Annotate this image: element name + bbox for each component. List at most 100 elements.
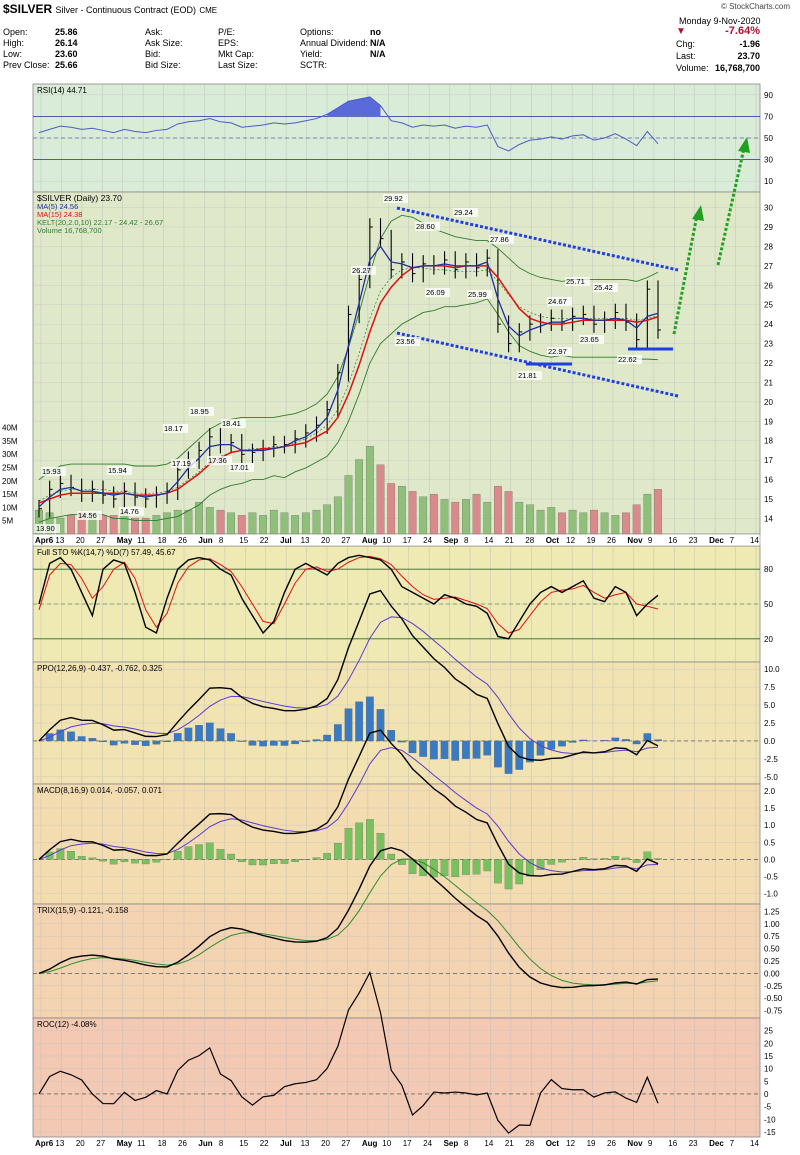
macd-hist-bar xyxy=(248,859,257,866)
quote-label: High: xyxy=(3,38,25,48)
volume-bar xyxy=(654,489,662,535)
macd-hist-bar xyxy=(430,859,438,878)
volume-bar xyxy=(515,501,524,535)
x-tick-label: 14 xyxy=(750,536,759,545)
quote-label: Open: xyxy=(3,27,28,37)
trix-tick: 1.25 xyxy=(764,907,780,916)
rsi-tick: 10 xyxy=(764,177,773,186)
volume-bar xyxy=(429,493,438,535)
ppo-hist-bar xyxy=(131,740,139,745)
volume-bar xyxy=(173,509,182,535)
price-label: 17.01 xyxy=(230,463,249,472)
x-tick-label: 13 xyxy=(301,1139,310,1148)
ppo-hist-bar xyxy=(504,740,513,774)
price-tick: 29 xyxy=(764,223,773,232)
macd-hist-bar xyxy=(312,857,321,860)
macd-hist-bar xyxy=(494,859,502,884)
macd-hist-bar xyxy=(88,857,97,860)
price-label-bg xyxy=(229,463,254,472)
volume-value: 16,768,700 xyxy=(714,63,760,73)
x-tick-label: Sep xyxy=(444,536,459,545)
volume-bar xyxy=(333,496,342,535)
volume-bar xyxy=(216,509,225,535)
volume-bar xyxy=(344,475,353,535)
price-legend-2: MA(15) 24.38 xyxy=(37,210,82,219)
ma15-line xyxy=(38,265,659,504)
x-tick-label: 12 xyxy=(566,1139,575,1148)
x-tick-label: 13 xyxy=(55,1139,64,1148)
macd-hist-bar xyxy=(152,859,161,863)
volume-bar xyxy=(88,517,97,535)
x-tick-label: 18 xyxy=(158,1139,167,1148)
sto-tick: 80 xyxy=(764,565,773,574)
price-label: 25.42 xyxy=(594,283,613,292)
ppo-hist-bar xyxy=(472,740,481,759)
arrow-1-shaft xyxy=(672,214,699,335)
quote-value: 23.60 xyxy=(55,49,78,59)
macd-hist-bar xyxy=(109,859,118,865)
macd-hist-bar xyxy=(462,859,470,875)
x-tick-label: 20 xyxy=(76,536,85,545)
x-tick-label: 12 xyxy=(566,536,575,545)
x-tick-label: 26 xyxy=(178,1139,187,1148)
volume-bar xyxy=(536,509,545,535)
ppo-hist-bar xyxy=(355,701,364,742)
ppo-hist-bar xyxy=(483,740,492,756)
ppo-hist-bar xyxy=(579,739,588,742)
symbol: $SILVER xyxy=(3,2,53,16)
fund-label: Last Size: xyxy=(218,60,258,70)
ppo-hist-bar xyxy=(387,729,396,742)
rsi-overbought-fill xyxy=(327,96,381,117)
volume-bar xyxy=(568,509,577,535)
macd-hist-bar xyxy=(536,859,545,870)
exchange: CME xyxy=(199,6,218,15)
x-tick-label: 8 xyxy=(464,1139,469,1148)
x-tick-label: Dec xyxy=(709,536,724,545)
x-tick-label: 18 xyxy=(158,536,167,545)
x-tick-label: 26 xyxy=(607,536,616,545)
volume-bar xyxy=(451,501,460,535)
price-tick: 19 xyxy=(764,417,773,426)
macd-tick: 1.0 xyxy=(764,821,776,830)
kelt-middle xyxy=(38,267,659,502)
macd-hist-bar xyxy=(632,859,641,863)
volume-bar xyxy=(312,509,321,535)
volume-bar xyxy=(269,509,278,535)
price-label: 25.99 xyxy=(468,290,487,299)
price-label-bg xyxy=(467,290,492,299)
macd-tick: 0.5 xyxy=(764,838,776,847)
macd-hist-bar xyxy=(141,859,150,865)
volume-tick: 15M xyxy=(2,490,18,499)
volume-bar xyxy=(152,515,161,535)
watermark: © StockCharts.com xyxy=(720,2,790,11)
price-label: 24.67 xyxy=(548,297,567,306)
arrow-1-head xyxy=(692,205,704,221)
price-label-bg xyxy=(489,235,514,244)
volume-bar xyxy=(526,504,534,535)
fund-label: P/E: xyxy=(218,27,236,37)
macd-tick: -0.5 xyxy=(764,873,778,882)
x-tick-label: 11 xyxy=(137,536,146,545)
price-tick: 25 xyxy=(764,301,773,310)
ppo-hist-bar xyxy=(269,740,278,746)
ppo-hist-bar xyxy=(323,734,331,742)
x-tick-label: 9 xyxy=(648,536,653,545)
ppo-hist-bar xyxy=(259,740,267,747)
change-percent: -7.64% xyxy=(725,25,760,37)
ppo-hist-bar xyxy=(141,740,150,746)
volume-tick: 20M xyxy=(2,477,18,486)
macd-hist-bar xyxy=(600,858,609,860)
macd-hist-bar xyxy=(440,859,449,876)
price-tick: 18 xyxy=(764,437,773,446)
volume-bar xyxy=(397,485,406,535)
sto-d-line xyxy=(38,555,659,634)
volume-bar xyxy=(408,491,417,535)
sto-k-line xyxy=(38,554,659,640)
price-label-bg xyxy=(425,288,450,297)
x-tick-label: Apr6 xyxy=(35,1139,54,1148)
macd-hist-bar xyxy=(269,859,278,864)
x-tick-label: Aug xyxy=(362,1139,378,1148)
macd-panel-bg xyxy=(32,783,761,905)
price-label: 25.71 xyxy=(566,277,585,286)
